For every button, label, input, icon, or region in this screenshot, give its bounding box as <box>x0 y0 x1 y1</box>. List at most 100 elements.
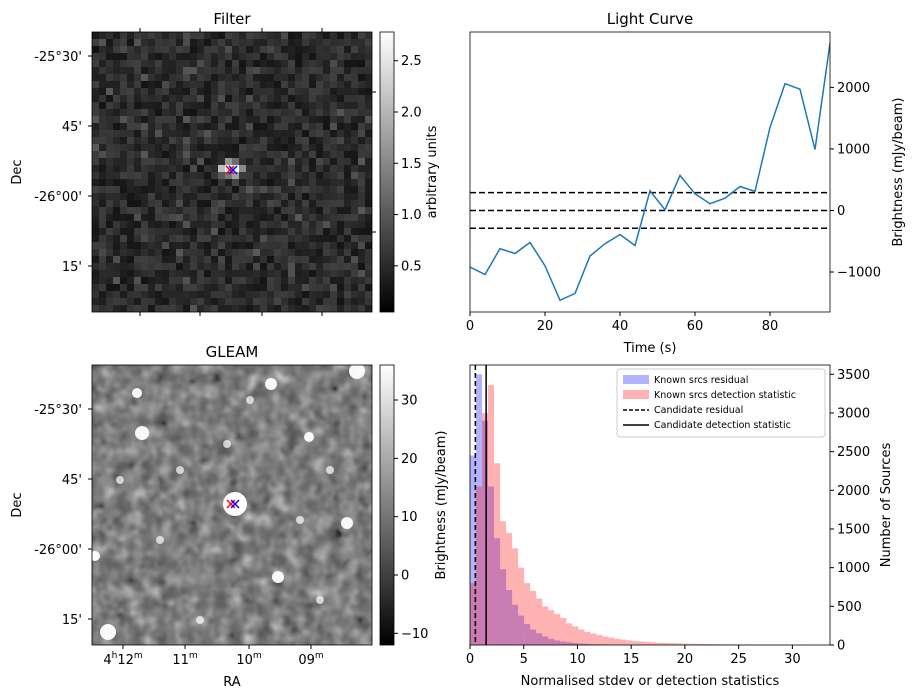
legend-swatch-residual <box>623 375 649 384</box>
colorbar-tick-label: 1.0 <box>401 208 422 223</box>
colorbar-tick-label: −10 <box>401 627 428 642</box>
histogram-bar <box>506 590 513 645</box>
histogram-bar <box>488 486 495 645</box>
gleam-colorbar: −10 0 10 20 30 <box>379 364 428 646</box>
legend-swatch-detection <box>623 390 649 399</box>
histogram-xtick-label: 5 <box>520 652 528 667</box>
histogram-xtick-label: 15 <box>623 652 640 667</box>
histogram-bar <box>608 637 615 645</box>
lightcurve-xtick-label: 80 <box>762 319 779 334</box>
gleam-source <box>116 476 124 484</box>
gleam-title: GLEAM <box>206 343 259 361</box>
histogram-ylabel-right: Number of Sources <box>879 443 894 568</box>
colorbar-tick-label: 0.5 <box>401 259 422 274</box>
histogram-bar <box>632 641 639 645</box>
histogram-bar <box>596 634 603 645</box>
gleam-dec-tick: -25°30' <box>34 403 82 418</box>
histogram-xtick-label: 10 <box>569 652 586 667</box>
gleam-ra-tick: 4h12m <box>103 651 142 668</box>
histogram-bar <box>638 641 645 645</box>
histogram-bar <box>482 412 489 645</box>
histogram-bar <box>518 567 525 645</box>
histogram-bar <box>470 455 477 645</box>
histogram-ytick-label: 2500 <box>837 445 870 460</box>
lightcurve-xtick-label: 0 <box>466 319 474 334</box>
histogram-bar <box>566 623 573 645</box>
gleam-source <box>176 466 184 474</box>
gleam-ra-tick: 11m <box>172 651 197 668</box>
histogram-bar <box>530 590 537 645</box>
gleam-source <box>100 624 116 640</box>
filter-dec-tick: -25°30' <box>34 50 82 65</box>
histogram-bar <box>494 538 501 645</box>
gleam-source <box>135 426 149 440</box>
histogram-bar <box>710 644 717 645</box>
legend-label-candidate-residual: Candidate residual <box>654 405 743 416</box>
histogram-bar <box>470 583 477 645</box>
histogram-ytick-label: 1500 <box>837 522 870 537</box>
histogram-bar <box>572 626 579 645</box>
histogram-xlabel: Normalised stdev or detection statistics <box>521 674 780 689</box>
filter-title: Filter <box>213 10 251 28</box>
gleam-dec-axis: -25°30' 45' -26°00' 15' Dec <box>10 403 92 628</box>
histogram-bar <box>668 643 675 645</box>
histogram-bar <box>578 629 585 645</box>
histogram-bar <box>674 643 681 645</box>
histogram-bar <box>692 643 699 645</box>
histogram-bar <box>584 631 591 645</box>
gleam-ra-tick: 10m <box>236 651 261 668</box>
gleam-source <box>349 365 365 379</box>
gleam-source <box>296 516 304 524</box>
histogram-bar <box>602 636 609 645</box>
histogram-bar <box>644 641 651 645</box>
histogram-ytick-label: 3000 <box>837 406 870 421</box>
gleam-source <box>132 388 142 398</box>
histogram-bar <box>536 633 543 645</box>
colorbar-tick-label: 30 <box>401 394 418 409</box>
histogram-bar <box>620 639 627 645</box>
colorbar-tick-label: 0 <box>401 569 409 584</box>
histogram-bar <box>566 642 573 645</box>
lightcurve-ytick-label: 0 <box>837 204 845 219</box>
histogram-xtick-label: 30 <box>784 652 801 667</box>
legend-label-residual: Known srcs residual <box>654 375 748 386</box>
lightcurve-series <box>470 42 830 302</box>
filter-colorbar-gradient <box>379 31 395 313</box>
histogram-bar <box>542 606 549 645</box>
histogram-bar <box>512 604 519 645</box>
gleam-source <box>265 378 277 390</box>
filter-ylabel: Dec <box>10 159 25 184</box>
lightcurve-xlabel: Time (s) <box>623 341 677 356</box>
gleam-source <box>326 466 334 474</box>
histogram-panel: 0 5 10 15 20 25 30 0 500 1000 1500 2000 2500 3000 3500… <box>434 364 894 689</box>
filter-dec-tick: 15' <box>62 260 82 275</box>
filter-dec-tick: -26°00' <box>34 190 82 205</box>
histogram-ytick-label: 500 <box>837 600 862 615</box>
histogram-ytick-label: 0 <box>837 639 845 654</box>
histogram-bar <box>500 569 507 645</box>
histogram-bar <box>560 641 567 645</box>
gleam-source <box>304 432 314 442</box>
histogram-bar <box>614 638 621 645</box>
histogram-axes: 0 5 10 15 20 25 30 0 500 1000 1500 2000 2500 3000 3500 <box>466 368 870 667</box>
lightcurve-frame <box>469 31 831 313</box>
histogram-bar <box>482 420 489 645</box>
histogram-bar <box>650 642 657 645</box>
gleam-dec-tick: 15' <box>62 613 82 628</box>
colorbar-tick-label: 20 <box>401 452 418 467</box>
gleam-source-markers <box>226 499 240 509</box>
histogram-bar <box>476 486 483 645</box>
lightcurve-ytick-label: −1000 <box>837 266 881 281</box>
histogram-bar <box>662 642 669 645</box>
histogram-bar <box>560 617 567 645</box>
histogram-xtick-label: 20 <box>677 652 694 667</box>
histogram-xtick-label: 0 <box>466 652 474 667</box>
lightcurve-ylabel: Brightness (mJy/beam) <box>891 98 906 247</box>
gleam-dec-tick: -26°00' <box>34 543 82 558</box>
filter-dec-tick: 45' <box>62 120 82 135</box>
gleam-source <box>223 440 231 448</box>
colorbar-tick-label: 10 <box>401 510 418 525</box>
histogram-bar <box>512 548 519 645</box>
histogram-bar <box>518 615 525 645</box>
